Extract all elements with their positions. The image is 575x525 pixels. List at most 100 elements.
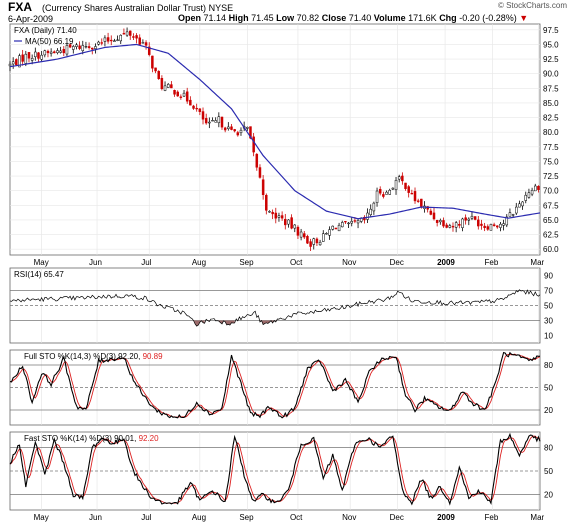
price-bar-body xyxy=(454,222,458,228)
quote-date: 6-Apr-2009 xyxy=(8,14,54,24)
price-bar-body xyxy=(195,107,198,110)
change-value: -0.20 (-0.28%) xyxy=(459,13,517,23)
price-bar-body xyxy=(435,219,439,223)
full-sto-panel-tick-label: 80 xyxy=(544,361,553,370)
price-bar-body xyxy=(404,182,407,189)
price-bar-body xyxy=(518,203,521,208)
rsi-panel-tick-label: 10 xyxy=(544,332,553,341)
price-bar-body xyxy=(147,46,151,55)
ticker-symbol: FXA xyxy=(8,0,32,14)
price-bar-body xyxy=(24,53,28,64)
price-bar-body xyxy=(160,78,164,90)
price-bar-body xyxy=(65,45,69,55)
price-bar-body xyxy=(189,99,192,106)
rsi-panel-tick-label: 70 xyxy=(544,287,553,296)
price-bar-body xyxy=(432,212,436,220)
price-bar-body xyxy=(122,33,126,35)
price-tick-label: 70.0 xyxy=(543,187,559,196)
price-bar-body xyxy=(277,215,281,218)
price-bar-body xyxy=(236,132,240,136)
price-bar-body xyxy=(473,216,477,220)
price-bar-body xyxy=(246,127,249,129)
price-bar-body xyxy=(369,208,372,215)
price-bar-body xyxy=(505,216,509,226)
price-bar-body xyxy=(353,220,357,222)
price-panel-frame xyxy=(9,23,541,256)
price-x-label: May xyxy=(34,258,49,267)
price-bar-body xyxy=(113,40,116,42)
price-bar-body xyxy=(328,229,331,236)
price-bar-body xyxy=(252,136,255,153)
price-tick-label: 95.0 xyxy=(543,40,559,49)
fast-sto-panel-x-label: May xyxy=(34,513,49,522)
price-bar-body xyxy=(325,233,328,235)
price-bar-body xyxy=(318,241,322,246)
ma-legend-label: MA(50) 66.19 xyxy=(25,37,74,46)
price-bar-body xyxy=(233,129,236,132)
price-bar-body xyxy=(208,121,211,124)
price-bar-body xyxy=(37,52,40,59)
price-bar-body xyxy=(401,175,404,182)
price-bar-body xyxy=(94,46,97,50)
price-bar-body xyxy=(173,90,176,95)
price-bar-body xyxy=(280,215,284,219)
price-bar-body xyxy=(413,191,417,202)
price-bar-body xyxy=(78,45,81,49)
price-bar-body xyxy=(534,185,537,192)
price-bar-body xyxy=(138,37,141,45)
price-bar-body xyxy=(144,42,148,46)
price-bar-body xyxy=(176,91,179,97)
price-bar-body xyxy=(154,67,157,72)
price-bar-body xyxy=(378,188,382,194)
price-bar-body xyxy=(271,211,274,215)
fast-sto-panel-x-label: Oct xyxy=(290,513,303,522)
price-bar-body xyxy=(192,105,195,109)
price-tick-label: 82.5 xyxy=(543,114,559,123)
price-bar-body xyxy=(100,42,104,44)
watermark: © StockCharts.com xyxy=(497,1,567,10)
price-bar-body xyxy=(21,54,24,62)
price-bar-body xyxy=(458,223,461,226)
price-bar-body xyxy=(11,61,15,65)
price-bar-body xyxy=(81,45,85,51)
rsi-panel-legend-label: RSI(14) 65.47 xyxy=(14,270,64,279)
open-value: 71.14 xyxy=(203,13,227,23)
fast-sto-panel-x-label: Nov xyxy=(342,513,356,522)
price-tick-label: 65.0 xyxy=(543,216,559,225)
price-x-label: Sep xyxy=(239,258,254,267)
price-bar-body xyxy=(350,221,353,224)
price-bar-body xyxy=(429,210,433,215)
price-bar-body xyxy=(293,224,297,229)
price-bar-body xyxy=(59,50,62,53)
price-bar-body xyxy=(439,220,442,223)
price-bar-body xyxy=(116,39,119,41)
price-tick-label: 87.5 xyxy=(543,84,559,93)
price-bar-body xyxy=(483,225,486,229)
price-legend-label: FXA (Daily) 71.40 xyxy=(14,26,77,35)
price-bar-body xyxy=(486,226,490,230)
price-tick-label: 77.5 xyxy=(543,143,559,152)
price-bar-body xyxy=(391,187,395,190)
price-bar-body xyxy=(385,191,388,195)
price-x-label: Aug xyxy=(192,258,206,267)
price-tick-label: 97.5 xyxy=(543,26,559,35)
price-bar-body xyxy=(49,51,53,54)
price-x-label: Jun xyxy=(89,258,102,267)
price-bar-body xyxy=(397,176,401,180)
price-bar-body xyxy=(448,225,452,228)
price-bar-body xyxy=(524,194,528,201)
price-bar-body xyxy=(182,92,186,97)
price-bar-body xyxy=(467,218,471,221)
full-sto-panel-tick-label: 20 xyxy=(544,406,553,415)
price-bar-body xyxy=(445,224,448,228)
fast-sto-panel-x-label: 2009 xyxy=(437,513,455,522)
price-bar-body xyxy=(135,35,138,39)
price-bar-body xyxy=(502,223,505,226)
price-bar-body xyxy=(128,30,132,36)
price-bar-body xyxy=(91,47,94,50)
price-bar-body xyxy=(214,120,217,123)
price-bar-body xyxy=(132,36,135,38)
rsi-panel-tick-label: 30 xyxy=(544,317,553,326)
ohlc-readout: Open 71.14 High 71.45 Low 70.82 Close 71… xyxy=(178,13,529,23)
price-bar-body xyxy=(299,231,303,238)
